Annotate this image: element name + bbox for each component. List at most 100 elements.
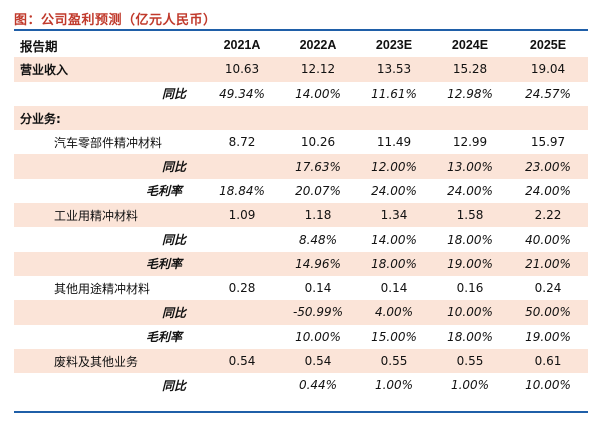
table-cell: 23.00% [508,154,588,179]
table-cell: 1.09 [204,203,280,228]
table-cell: 0.55 [432,348,508,374]
table-cell: 10.00% [295,329,341,344]
table-cell: 12.00% [356,154,432,179]
header-year: 2023E [375,38,413,53]
table-cell: 24.00% [371,183,417,198]
table-row: 分业务: [14,105,588,131]
row-label: 废料及其他业务 [14,348,204,374]
table-cell [204,325,280,349]
table-cell: 18.84% [219,183,265,198]
earnings-forecast-table: 报告期 2021A 2022A 2023E 2024E 2025E 营业收入 10.63 12.… [14,33,588,397]
table-row: 同比 49.34% 14.00% 11.61% 12.98% 24.57% [14,82,588,106]
table-cell: 0.61 [508,348,588,374]
row-label: 其他用途精冲材料 [54,281,151,296]
table-cell: 10.00% [525,378,571,393]
table-cell: 0.44% [298,378,338,393]
table-cell: 1.18 [280,203,356,228]
table-cell [508,105,588,131]
table-cell: 14.00% [295,86,341,101]
table-cell: 12.99 [452,135,488,150]
row-label: 营业收入 [14,57,204,82]
header-year: 2021A [223,38,261,53]
table-cell: 1.00% [450,378,490,393]
table-row: 毛利率 18.84% 20.07% 24.00% 24.00% 24.00% [14,179,588,203]
table-cell: 10.00% [432,300,508,325]
header-row: 报告期 2021A 2022A 2023E 2024E 2025E [14,33,588,57]
table-cell: 8.48% [298,232,338,247]
row-label: 工业用精冲材料 [14,203,204,228]
row-label: 分业务: [14,105,204,131]
table-cell: 1.58 [432,203,508,228]
row-label: 同比 [14,154,204,179]
bottom-rule [14,411,588,413]
header-year: 2025E [529,38,567,53]
table-cell: 15.00% [371,329,417,344]
table-row: 同比 17.63% 12.00% 13.00% 23.00% [14,154,588,179]
table-row: 毛利率 14.96% 18.00% 19.00% 21.00% [14,251,588,276]
table-cell: 50.00% [508,300,588,325]
table-cell: 0.55 [356,348,432,374]
table-cell [204,300,280,325]
table-cell: 17.63% [280,154,356,179]
table-row: 工业用精冲材料 1.09 1.18 1.34 1.58 2.22 [14,203,588,228]
table-cell [204,227,280,251]
row-label: 同比 [14,300,204,325]
table-cell: 24.57% [525,86,571,101]
table-row: 汽车零部件精冲材料 8.72 10.26 11.49 12.99 15.97 [14,130,588,154]
table-cell [204,154,280,179]
header-year: 2022A [299,38,337,53]
table-cell [204,105,280,131]
row-label: 同比 [162,233,187,248]
table-cell: 18.00% [447,232,493,247]
table-cell: 10.26 [300,135,336,150]
table-cell: 24.00% [525,183,571,198]
header-label: 报告期 [20,39,58,54]
table-cell: 14.96% [280,251,356,276]
figure-title: 图：公司盈利预测（亿元人民币） [14,13,217,28]
table-cell: 19.00% [432,251,508,276]
row-label: 毛利率 [14,251,204,276]
table-cell [204,373,280,397]
table-cell: 49.34% [219,86,265,101]
table-cell: 0.54 [280,348,356,374]
table-row: 同比 8.48% 14.00% 18.00% 40.00% [14,227,588,251]
table-cell: 24.00% [447,183,493,198]
table-cell [356,105,432,131]
table-cell: 13.00% [432,154,508,179]
row-label: 毛利率 [146,330,183,345]
table-cell: 15.97 [530,135,566,150]
table-cell: -50.99% [280,300,356,325]
top-rule [14,29,588,31]
table-row: 毛利率 10.00% 15.00% 18.00% 19.00% [14,325,588,349]
row-label: 同比 [162,378,187,393]
table-cell [432,105,508,131]
table-row: 废料及其他业务 0.54 0.54 0.55 0.55 0.61 [14,348,588,374]
table-cell: 19.00% [525,329,571,344]
row-label: 汽车零部件精冲材料 [54,135,163,150]
table-cell: 19.04 [508,57,588,82]
table-cell: 1.00% [374,378,414,393]
table-cell: 12.12 [280,57,356,82]
table-row: 同比 0.44% 1.00% 1.00% 10.00% [14,373,588,397]
table-cell: 40.00% [525,232,571,247]
table-row: 营业收入 10.63 12.12 13.53 15.28 19.04 [14,57,588,82]
table-cell: 20.07% [295,183,341,198]
table-cell [280,105,356,131]
table-cell: 0.28 [228,281,256,296]
table-cell: 12.98% [447,86,493,101]
table-cell [204,251,280,276]
table-cell: 0.54 [204,348,280,374]
table-cell: 11.49 [376,135,412,150]
table-cell: 0.16 [456,281,484,296]
table-cell: 18.00% [356,251,432,276]
table-cell: 0.14 [304,281,332,296]
table-cell: 0.14 [380,281,408,296]
table-cell: 1.34 [356,203,432,228]
row-label: 毛利率 [146,184,183,199]
table-cell: 0.24 [534,281,562,296]
header-year: 2024E [451,38,489,53]
table-cell: 13.53 [356,57,432,82]
row-label: 同比 [162,87,187,102]
table-cell: 14.00% [371,232,417,247]
table-cell: 8.72 [228,135,256,150]
